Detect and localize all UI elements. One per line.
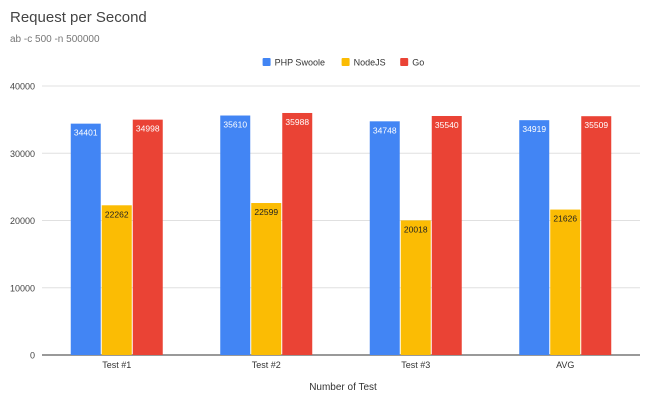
legend-swatch [400, 58, 409, 66]
legend: PHP Swoole NodeJS Go [262, 58, 424, 68]
y-tick-label: 40000 [10, 82, 35, 92]
legend-swatch [341, 58, 350, 66]
bar-go [581, 116, 612, 356]
legend-label: PHP Swoole [275, 58, 325, 68]
data-label: 35509 [584, 120, 608, 130]
data-label: 35540 [435, 120, 459, 130]
bar-php-swoole [220, 115, 251, 355]
bar-go [431, 115, 462, 355]
chart-title: Request per Second [10, 9, 147, 26]
x-tick-label: Test #3 [401, 360, 430, 370]
bar-nodejs [251, 203, 282, 355]
bar-go [282, 112, 313, 355]
bar-nodejs [400, 220, 431, 355]
data-label: 22599 [254, 207, 278, 217]
legend-swatch [262, 58, 271, 66]
data-label: 34998 [136, 124, 160, 134]
y-axis-ticks: 0 10000 20000 30000 40000 [10, 82, 35, 361]
x-tick-label: Test #2 [252, 360, 281, 370]
data-label: 35610 [223, 120, 247, 130]
bar-php-swoole [519, 120, 550, 355]
bars: 34401 22262 34998 35610 22599 35988 34748 20018… [70, 112, 612, 356]
data-label: 20018 [404, 224, 428, 234]
x-axis-ticks: Test #1 Test #2 Test #3 AVG [102, 360, 574, 370]
x-axis-label: Number of Test [309, 382, 377, 393]
bar-nodejs [101, 205, 132, 355]
legend-label: NodeJS [354, 58, 386, 68]
y-tick-label: 10000 [10, 283, 35, 293]
bar-php-swoole [369, 121, 400, 355]
y-tick-label: 20000 [10, 216, 35, 226]
y-tick-label: 0 [30, 351, 35, 361]
data-label: 34748 [373, 125, 397, 135]
y-tick-label: 30000 [10, 149, 35, 159]
x-tick-label: Test #1 [102, 360, 131, 370]
bar-go [132, 119, 163, 355]
data-label: 34401 [74, 128, 98, 138]
bar-php-swoole [70, 123, 101, 355]
bar-nodejs [550, 209, 581, 355]
x-tick-label: AVG [556, 360, 574, 370]
data-label: 22262 [105, 209, 129, 219]
data-label: 35988 [285, 117, 309, 127]
data-label: 34919 [522, 124, 546, 134]
chart-subtitle: ab -c 500 -n 500000 [10, 34, 100, 45]
data-label: 21626 [553, 214, 577, 224]
legend-label: Go [412, 58, 424, 68]
